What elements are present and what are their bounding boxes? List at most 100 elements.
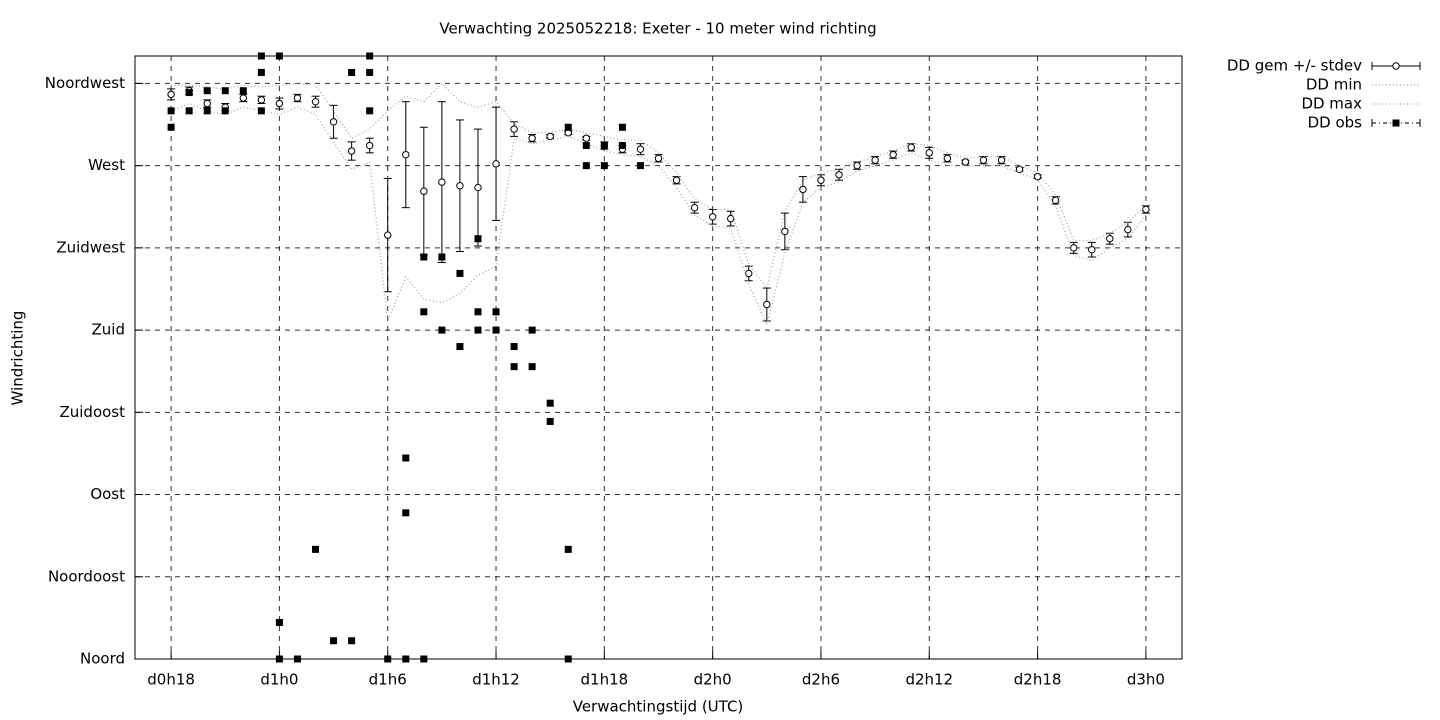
mean-point (636, 145, 645, 153)
obs-point (474, 235, 482, 243)
mean-point (1142, 205, 1150, 214)
obs-point (492, 308, 500, 316)
x-tick-label: d3h0 (1127, 671, 1165, 689)
mean-point (1088, 245, 1096, 254)
mean-point (1033, 172, 1042, 181)
obs-point (564, 545, 572, 553)
obs-point (438, 326, 446, 334)
range-line (170, 102, 1147, 327)
x-tick-label: d2h6 (802, 671, 840, 689)
obs-point (402, 655, 410, 663)
obs-point (618, 142, 626, 150)
mean-point (817, 176, 825, 184)
obs-point (546, 399, 554, 407)
mean-point (853, 161, 861, 170)
obs-point (257, 107, 265, 115)
mean-point (1124, 225, 1132, 234)
obs-point (474, 308, 482, 316)
mean-point (781, 227, 789, 236)
obs-point (203, 87, 211, 95)
x-tick-label: d1h6 (369, 671, 407, 689)
mean-point (257, 96, 266, 104)
obs-point (402, 454, 410, 462)
obs-point (167, 123, 175, 131)
obs-point (221, 87, 229, 95)
obs-point (564, 123, 572, 131)
mean-point (799, 185, 807, 194)
y-tick-label: Noordoost (48, 567, 125, 585)
y-axis-label: Windrichting (9, 311, 27, 406)
obs-point (312, 545, 320, 553)
legend-label: DD max (1301, 95, 1362, 113)
x-tick-label: d1h12 (472, 671, 520, 689)
mean-point (546, 132, 554, 141)
mean-point (1051, 196, 1060, 205)
obs-point (348, 637, 356, 645)
mean-point (871, 156, 879, 164)
legend-sample (1392, 119, 1400, 127)
x-tick-label: d0h18 (147, 671, 195, 689)
obs-point (420, 655, 428, 663)
mean-point (510, 125, 518, 133)
obs-point (600, 142, 608, 150)
obs-point (366, 107, 374, 115)
mean-point (275, 99, 284, 108)
x-axis-label: Verwachtingstijd (UTC) (573, 698, 744, 716)
mean-point (672, 176, 681, 184)
mean-point (456, 182, 464, 190)
obs-point (221, 107, 229, 115)
mean-point (347, 147, 356, 155)
mean-point (293, 94, 302, 102)
mean-point (907, 143, 915, 152)
obs-point (456, 269, 464, 277)
mean-point (835, 171, 843, 179)
mean-point (979, 156, 988, 164)
obs-point (330, 637, 338, 645)
obs-point (167, 107, 175, 115)
obs-point (420, 308, 428, 316)
mean-point (528, 134, 536, 142)
mean-point (402, 150, 410, 159)
y-tick-label: Noord (80, 650, 125, 668)
obs-point (257, 52, 265, 60)
mean-point (745, 269, 753, 278)
obs-point (510, 343, 518, 351)
mean-point (492, 160, 500, 168)
mean-point (925, 149, 933, 157)
mean-point (582, 134, 590, 142)
obs-point (636, 162, 644, 170)
obs-point (564, 655, 572, 663)
range-line (171, 82, 1147, 290)
chart-title: Verwachting 2025052218: Exeter - 10 mete… (439, 20, 876, 38)
obs-point (239, 87, 247, 95)
obs-point (582, 142, 590, 150)
mean-point (203, 99, 211, 108)
x-tick-label: d2h18 (1014, 671, 1062, 689)
mean-point (889, 150, 897, 159)
mean-point (961, 158, 970, 166)
legend-label: DD gem +/- stdev (1227, 57, 1362, 75)
x-tick-label: d2h12 (905, 671, 953, 689)
legend-label: DD obs (1308, 114, 1363, 132)
obs-point (257, 68, 265, 76)
mean-point (365, 141, 374, 150)
obs-point (474, 326, 482, 334)
y-tick-label: West (88, 156, 125, 174)
y-tick-label: Noordwest (45, 74, 125, 92)
mean-point (943, 154, 952, 163)
mean-point (690, 203, 699, 212)
obs-point (203, 107, 211, 115)
obs-point (366, 52, 374, 60)
obs-point (275, 618, 283, 626)
obs-point (348, 68, 356, 76)
obs-point (420, 253, 428, 261)
x-tick-label: d2h0 (694, 671, 732, 689)
mean-point (474, 183, 482, 192)
mean-point (1106, 235, 1114, 243)
obs-point (600, 162, 608, 170)
obs-point (492, 326, 500, 334)
obs-point (384, 655, 392, 663)
mean-point (727, 214, 735, 223)
obs-point (582, 162, 590, 170)
